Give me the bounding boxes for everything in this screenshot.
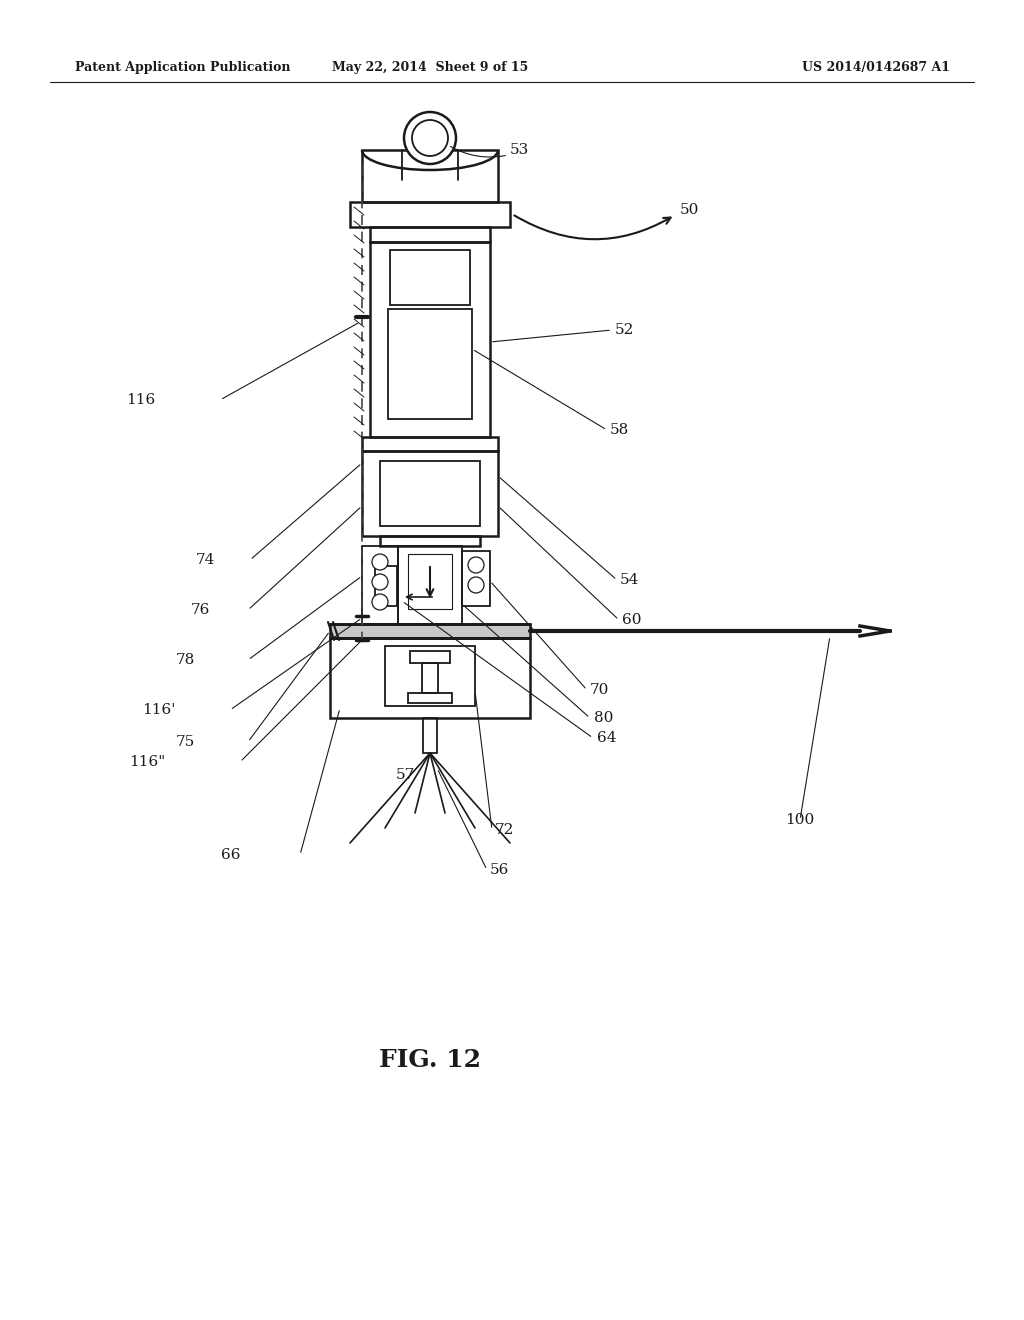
- Text: US 2014/0142687 A1: US 2014/0142687 A1: [802, 62, 950, 74]
- Bar: [408, 554, 452, 609]
- Text: 57: 57: [395, 768, 415, 781]
- Text: 53: 53: [510, 143, 529, 157]
- Bar: [422, 663, 438, 693]
- Text: 116: 116: [126, 393, 155, 407]
- Text: 74: 74: [196, 553, 215, 568]
- Circle shape: [412, 120, 449, 156]
- Text: 66: 66: [220, 847, 240, 862]
- Bar: [362, 546, 398, 624]
- Bar: [362, 437, 498, 451]
- Text: 56: 56: [490, 863, 509, 876]
- Bar: [362, 451, 498, 536]
- Bar: [375, 566, 397, 606]
- Bar: [390, 249, 470, 305]
- Text: 78: 78: [176, 653, 195, 667]
- Bar: [423, 718, 437, 752]
- Bar: [398, 546, 462, 624]
- Circle shape: [372, 554, 388, 570]
- Text: 64: 64: [597, 731, 616, 744]
- Text: 54: 54: [620, 573, 639, 587]
- Text: 75: 75: [176, 735, 195, 748]
- Bar: [380, 536, 480, 546]
- Text: 52: 52: [615, 323, 635, 337]
- Text: 100: 100: [785, 813, 814, 828]
- Bar: [385, 645, 475, 706]
- Bar: [370, 227, 490, 242]
- Bar: [370, 242, 490, 437]
- Bar: [408, 693, 452, 704]
- Text: May 22, 2014  Sheet 9 of 15: May 22, 2014 Sheet 9 of 15: [332, 62, 528, 74]
- Text: 72: 72: [495, 822, 514, 837]
- Text: Patent Application Publication: Patent Application Publication: [75, 62, 291, 74]
- Bar: [362, 150, 498, 202]
- Text: 116': 116': [141, 704, 175, 717]
- Bar: [330, 624, 530, 638]
- Circle shape: [372, 574, 388, 590]
- Text: 116": 116": [129, 755, 165, 770]
- Bar: [388, 309, 472, 418]
- Text: 60: 60: [622, 612, 641, 627]
- Circle shape: [468, 577, 484, 593]
- Text: 50: 50: [680, 203, 699, 216]
- Bar: [330, 638, 530, 718]
- Text: 58: 58: [610, 422, 630, 437]
- Text: 70: 70: [590, 682, 609, 697]
- Text: 76: 76: [190, 603, 210, 616]
- Bar: [350, 202, 510, 227]
- Circle shape: [468, 557, 484, 573]
- Bar: [380, 461, 480, 525]
- Text: 80: 80: [594, 711, 613, 725]
- Circle shape: [404, 112, 456, 164]
- Bar: [462, 550, 490, 606]
- Bar: [410, 651, 450, 663]
- Circle shape: [372, 594, 388, 610]
- Text: FIG. 12: FIG. 12: [379, 1048, 481, 1072]
